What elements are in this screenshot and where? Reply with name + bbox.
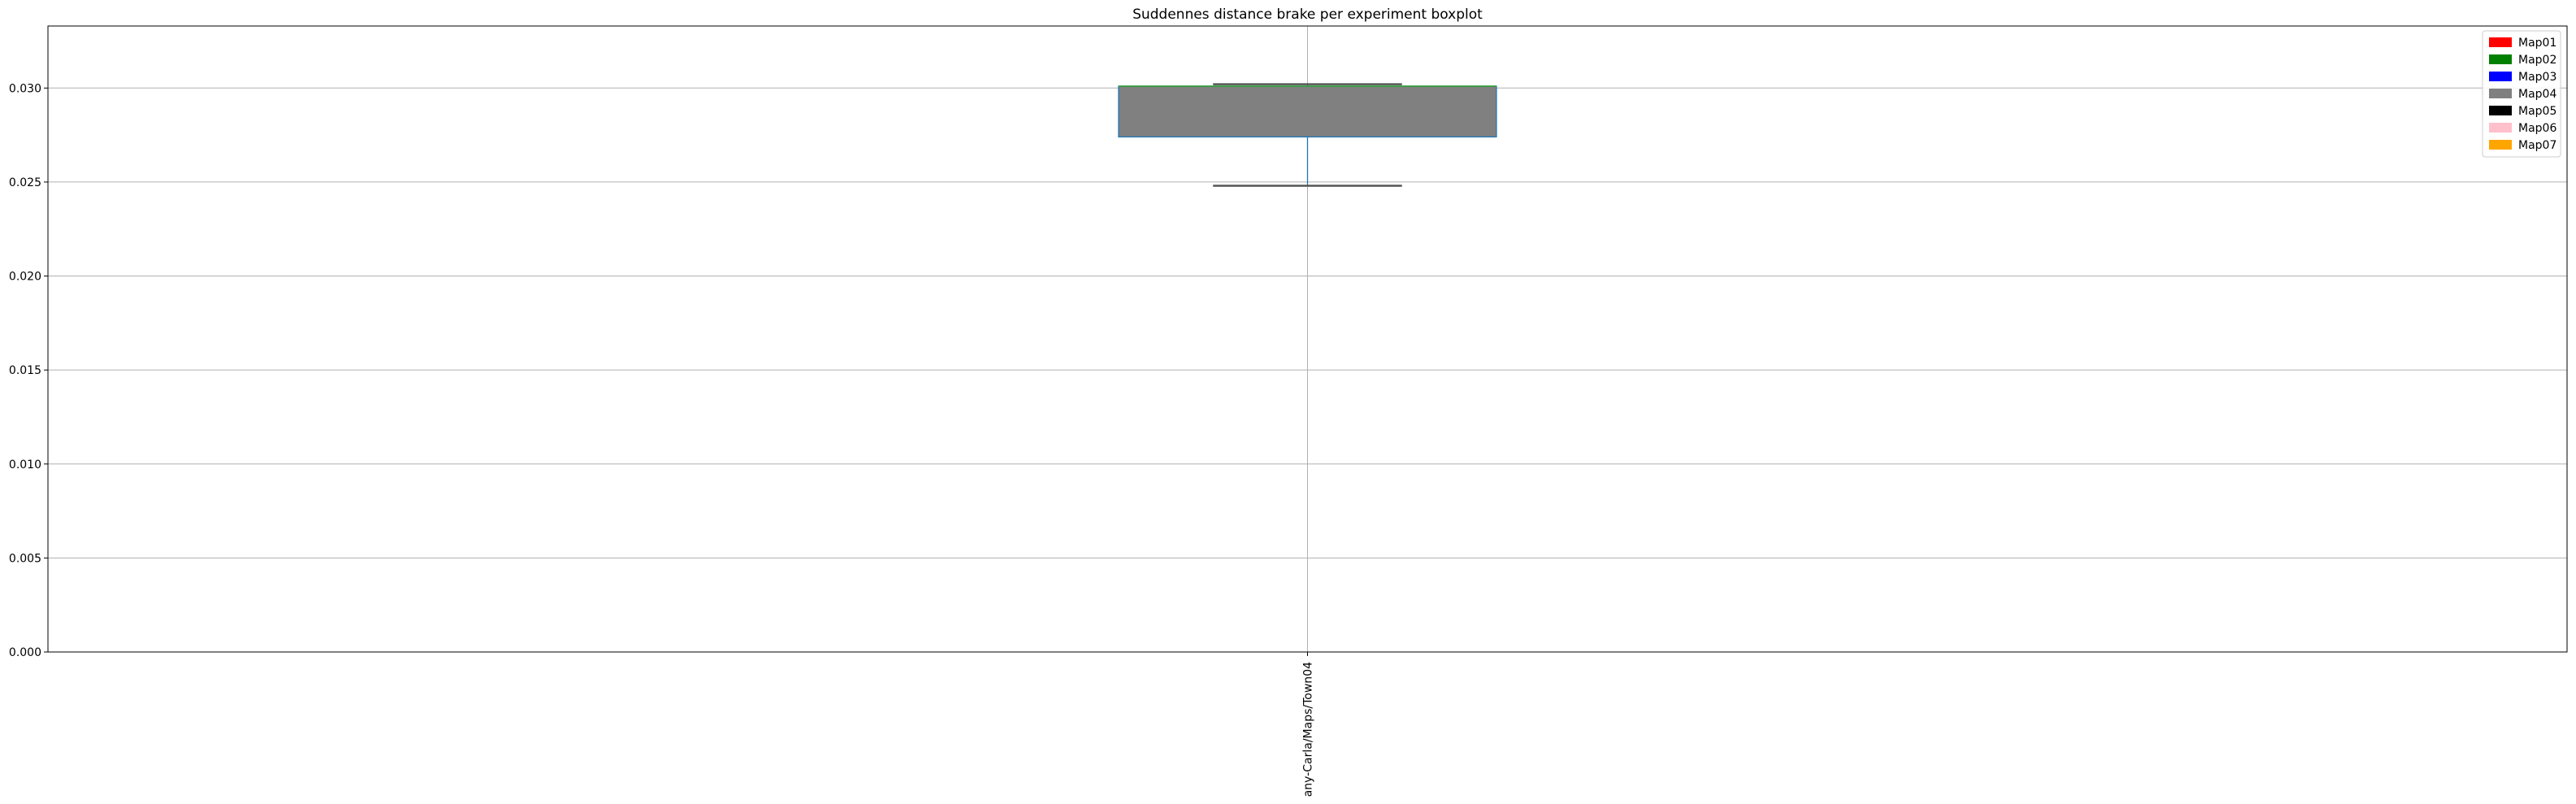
legend-swatch (2489, 106, 2512, 115)
y-tick-label: 0.020 (9, 271, 41, 284)
legend: Map01 Map02 Map03 Map04 Map05 Map06 Map07 (2482, 30, 2561, 158)
box-layer (1118, 83, 1497, 187)
legend-swatch (2489, 89, 2512, 98)
legend-swatch (2489, 123, 2512, 133)
y-tick-label: 0.025 (9, 176, 41, 189)
y-tick-label: 0.000 (9, 646, 41, 659)
legend-label: Map03 (2518, 71, 2556, 84)
legend-label: Map01 (2518, 37, 2556, 50)
legend-label: Map06 (2518, 122, 2556, 135)
legend-swatch (2489, 72, 2512, 81)
legend-label: Map07 (2518, 139, 2556, 152)
y-tick-label: 0.005 (9, 552, 41, 565)
legend-label: Map02 (2518, 54, 2556, 67)
legend-label: Map04 (2518, 88, 2556, 101)
legend-swatch (2489, 37, 2512, 47)
legend-label: Map05 (2518, 105, 2556, 118)
y-axis: 0.000 0.005 0.010 0.015 0.020 0.025 0.030 (9, 82, 48, 659)
legend-swatch (2489, 54, 2512, 64)
y-tick-label: 0.030 (9, 82, 41, 95)
chart-title: Suddennes distance brake per experiment … (1132, 7, 1483, 23)
x-tick-label: any-Carla/Maps/Town04 (1302, 662, 1315, 797)
box-iqr (1118, 85, 1497, 138)
x-axis: any-Carla/Maps/Town04 (1302, 652, 1315, 797)
y-tick-label: 0.015 (9, 364, 41, 377)
y-tick-label: 0.010 (9, 458, 41, 472)
legend-swatch (2489, 140, 2512, 150)
